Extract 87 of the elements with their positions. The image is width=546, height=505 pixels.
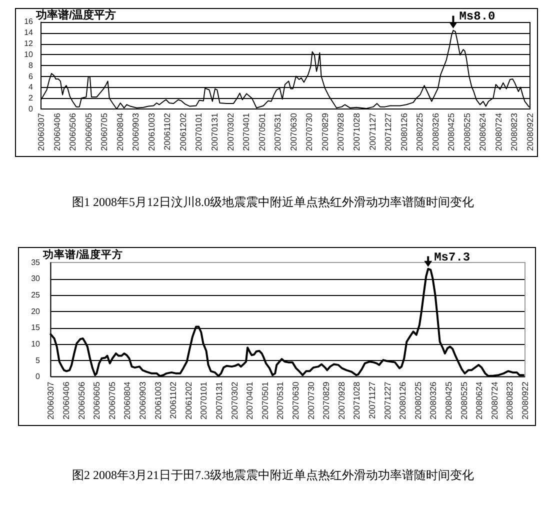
y-tick-label: 14: [24, 28, 34, 38]
x-tick-label: 20061102: [168, 381, 178, 419]
x-tick-label: 20080922: [520, 381, 530, 420]
x-tick-label: 20080326: [430, 112, 440, 151]
x-tick-label: 20070101: [198, 381, 209, 420]
x-tick-label: 20060804: [122, 381, 132, 420]
x-tick-label: 20070829: [320, 112, 330, 151]
caption: 图2 2008年3月21日于田7.3级地震震中附近单点热红外滑动功率谱随时间变化: [72, 468, 474, 482]
y-tick-label: 10: [24, 50, 34, 59]
y-tick-label: 8: [28, 60, 34, 70]
x-tick-label: 20060903: [130, 112, 141, 151]
y-tick-label: 30: [31, 274, 41, 284]
x-tick-label: 20060307: [36, 112, 46, 151]
x-tick-label: 20070928: [336, 112, 346, 151]
x-tick-label: 20060804: [114, 112, 125, 151]
x-tick-label: 20061003: [152, 381, 163, 420]
x-tick-label: 20060307: [46, 381, 56, 420]
x-tick-label: 20060903: [138, 381, 148, 420]
x-tick-label: 20070630: [288, 112, 298, 151]
x-tick-label: 20071028: [352, 381, 362, 420]
y-tick-label: 6: [28, 72, 34, 81]
y-tick-label: 10: [31, 340, 41, 349]
x-tick-label: 20071028: [351, 112, 362, 151]
x-tick-label: 20070401: [244, 381, 255, 420]
x-tick-label: 20061202: [178, 112, 188, 151]
x-tick-label: 20061003: [146, 112, 156, 151]
y-axis-title: 功率谱/温度平方: [42, 248, 123, 261]
x-tick-label: 20080525: [462, 112, 472, 151]
x-tick-label: 20070131: [210, 112, 220, 151]
y-tick-label: 0: [28, 104, 34, 114]
x-tick-label: 20060705: [106, 381, 117, 420]
x-tick-label: 20070829: [321, 381, 332, 420]
x-tick-label: 20070131: [214, 381, 224, 420]
x-tick-label: 20060406: [52, 112, 62, 151]
x-tick-label: 20080624: [474, 381, 484, 420]
x-tick-label: 20080624: [478, 112, 488, 151]
y-tick-label: 35: [31, 258, 41, 267]
y-axis-title: 功率谱/温度平方: [35, 8, 116, 22]
x-tick-label: 20070302: [225, 112, 236, 151]
x-tick-label: 20060605: [83, 112, 94, 151]
x-tick-label: 20080126: [398, 112, 409, 151]
x-tick-label: 20070928: [336, 381, 346, 420]
x-tick-label: 20080724: [489, 381, 500, 420]
x-tick-label: 20071127: [367, 381, 377, 419]
x-tick-label: 20060506: [76, 381, 86, 420]
x-tick-label: 20080126: [398, 381, 408, 420]
annotation: Ms8.0: [459, 10, 496, 24]
x-tick-label: 20060705: [99, 112, 110, 151]
caption: 图1 2008年5月12日汶川8.0级地震震中附近单点热红外滑动功率谱随时间变化: [72, 195, 474, 209]
y-tick-label: 4: [28, 82, 34, 92]
y-tick-label: 5: [36, 356, 41, 365]
y-tick-label: 12: [24, 39, 34, 48]
x-tick-label: 20060506: [68, 112, 78, 151]
y-tick-label: 16: [24, 17, 34, 26]
y-tick-label: 15: [31, 323, 41, 332]
annotation: Ms7.3: [434, 250, 470, 264]
x-tick-label: 20080425: [446, 112, 456, 151]
y-tick-label: 2: [28, 94, 34, 103]
x-tick-label: 20061102: [162, 112, 172, 150]
y-tick-label: 20: [31, 306, 41, 316]
x-tick-label: 20070401: [241, 112, 252, 151]
x-tick-label: 20071227: [382, 381, 392, 420]
x-tick-label: 20071127: [367, 112, 378, 150]
x-tick-label: 20080724: [493, 112, 504, 151]
x-tick-label: 20080225: [412, 381, 423, 420]
x-tick-label: 20070501: [260, 381, 270, 420]
x-tick-label: 20060406: [61, 381, 71, 420]
x-tick-label: 20061202: [183, 381, 194, 420]
x-tick-label: 20070302: [229, 381, 240, 420]
y-tick-label: 0: [36, 372, 41, 382]
x-tick-label: 20070531: [272, 112, 283, 151]
x-tick-label: 20070531: [275, 381, 286, 420]
x-tick-label: 20080823: [509, 112, 520, 151]
x-tick-label: 20070730: [304, 112, 314, 151]
x-tick-label: 20080525: [458, 381, 469, 420]
y-tick-label: 25: [31, 290, 41, 300]
x-tick-label: 20070630: [290, 381, 300, 420]
x-tick-label: 20080425: [444, 381, 454, 420]
x-tick-label: 20080922: [525, 112, 535, 151]
x-tick-label: 20070730: [306, 381, 316, 420]
x-tick-label: 20080823: [504, 381, 515, 420]
x-tick-label: 20060605: [92, 381, 102, 420]
x-tick-label: 20071227: [383, 112, 394, 151]
x-tick-label: 20070101: [194, 112, 204, 151]
x-tick-label: 20080225: [414, 112, 425, 151]
x-tick-label: 20080326: [428, 381, 438, 420]
x-tick-label: 20070501: [256, 112, 267, 151]
